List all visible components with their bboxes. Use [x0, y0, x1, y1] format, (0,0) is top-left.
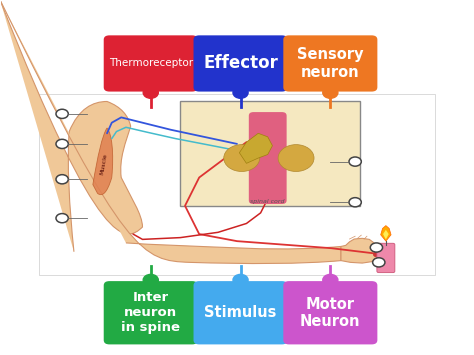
Text: spinal cord: spinal cord — [250, 200, 285, 204]
FancyBboxPatch shape — [193, 36, 288, 92]
Circle shape — [349, 198, 361, 207]
FancyBboxPatch shape — [180, 102, 360, 206]
Circle shape — [349, 157, 361, 166]
Text: Motor
Neuron: Motor Neuron — [300, 296, 361, 329]
Text: Inter
neuron
in spine: Inter neuron in spine — [121, 291, 180, 334]
FancyBboxPatch shape — [249, 112, 287, 204]
Circle shape — [143, 87, 158, 98]
Text: Muscle: Muscle — [100, 153, 108, 175]
Circle shape — [233, 274, 248, 286]
Circle shape — [373, 258, 385, 267]
Circle shape — [56, 175, 68, 184]
FancyBboxPatch shape — [104, 281, 198, 344]
Circle shape — [56, 109, 68, 119]
Circle shape — [143, 274, 158, 286]
FancyBboxPatch shape — [283, 281, 377, 344]
PathPatch shape — [341, 238, 376, 263]
Circle shape — [323, 274, 338, 286]
Circle shape — [56, 139, 68, 148]
Text: Effector: Effector — [203, 54, 278, 72]
Circle shape — [370, 243, 383, 252]
Text: Sensory
neuron: Sensory neuron — [297, 47, 364, 80]
Circle shape — [56, 214, 68, 223]
PathPatch shape — [68, 102, 143, 252]
Circle shape — [278, 144, 314, 171]
FancyBboxPatch shape — [38, 94, 436, 275]
Circle shape — [233, 87, 248, 98]
Text: Stimulus: Stimulus — [204, 305, 277, 320]
FancyBboxPatch shape — [377, 243, 395, 273]
Text: Thermoreceptor: Thermoreceptor — [109, 59, 193, 69]
Polygon shape — [383, 230, 389, 239]
Circle shape — [224, 144, 260, 171]
Circle shape — [323, 87, 338, 98]
Polygon shape — [381, 225, 391, 241]
PathPatch shape — [126, 243, 341, 263]
FancyBboxPatch shape — [193, 281, 288, 344]
FancyBboxPatch shape — [104, 36, 198, 92]
FancyBboxPatch shape — [283, 36, 377, 92]
PathPatch shape — [93, 128, 113, 195]
Polygon shape — [239, 133, 273, 163]
